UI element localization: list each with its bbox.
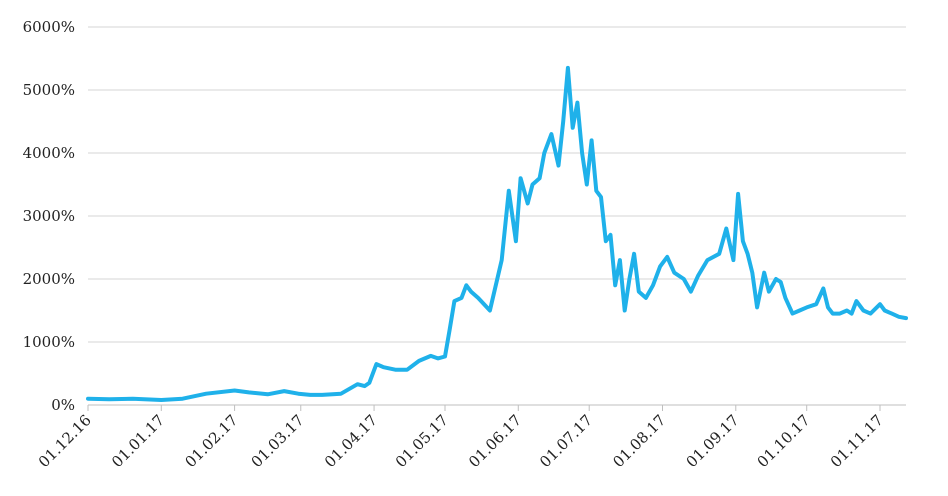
y-tick-label: 0% [51,396,75,414]
x-tick-label: 01.02.17 [181,411,241,471]
y-axis-labels: 0% 1000% 2000% 3000% 4000% 5000% 6000% [23,18,75,414]
y-tick-label: 6000% [23,18,75,36]
x-tick-label: 01.05.17 [392,411,452,471]
x-tick-label: 01.11.17 [827,411,887,471]
x-tick-label: 01.10.17 [754,411,814,471]
y-tick-label: 4000% [23,144,75,162]
x-tick-label: 01.12.16 [35,411,95,471]
x-tick-label: 01.07.17 [536,411,596,471]
series-line [86,65,908,402]
x-tick-label: 01.09.17 [683,411,743,471]
x-tick-label: 01.06.17 [465,411,525,471]
y-tick-label: 2000% [23,270,75,288]
x-axis: 01.12.16 01.01.17 01.02.17 01.03.17 01.04.17… [35,404,906,471]
y-tick-label: 1000% [23,333,75,351]
series-group [86,65,908,402]
x-tick-label: 01.03.17 [248,411,308,471]
x-tick-label: 01.08.17 [609,411,669,471]
y-tick-label: 3000% [23,207,75,225]
gridlines [88,26,906,343]
x-tick-label: 01.04.17 [321,411,381,471]
x-tick-label: 01.01.17 [108,411,168,471]
y-tick-label: 5000% [23,81,75,99]
